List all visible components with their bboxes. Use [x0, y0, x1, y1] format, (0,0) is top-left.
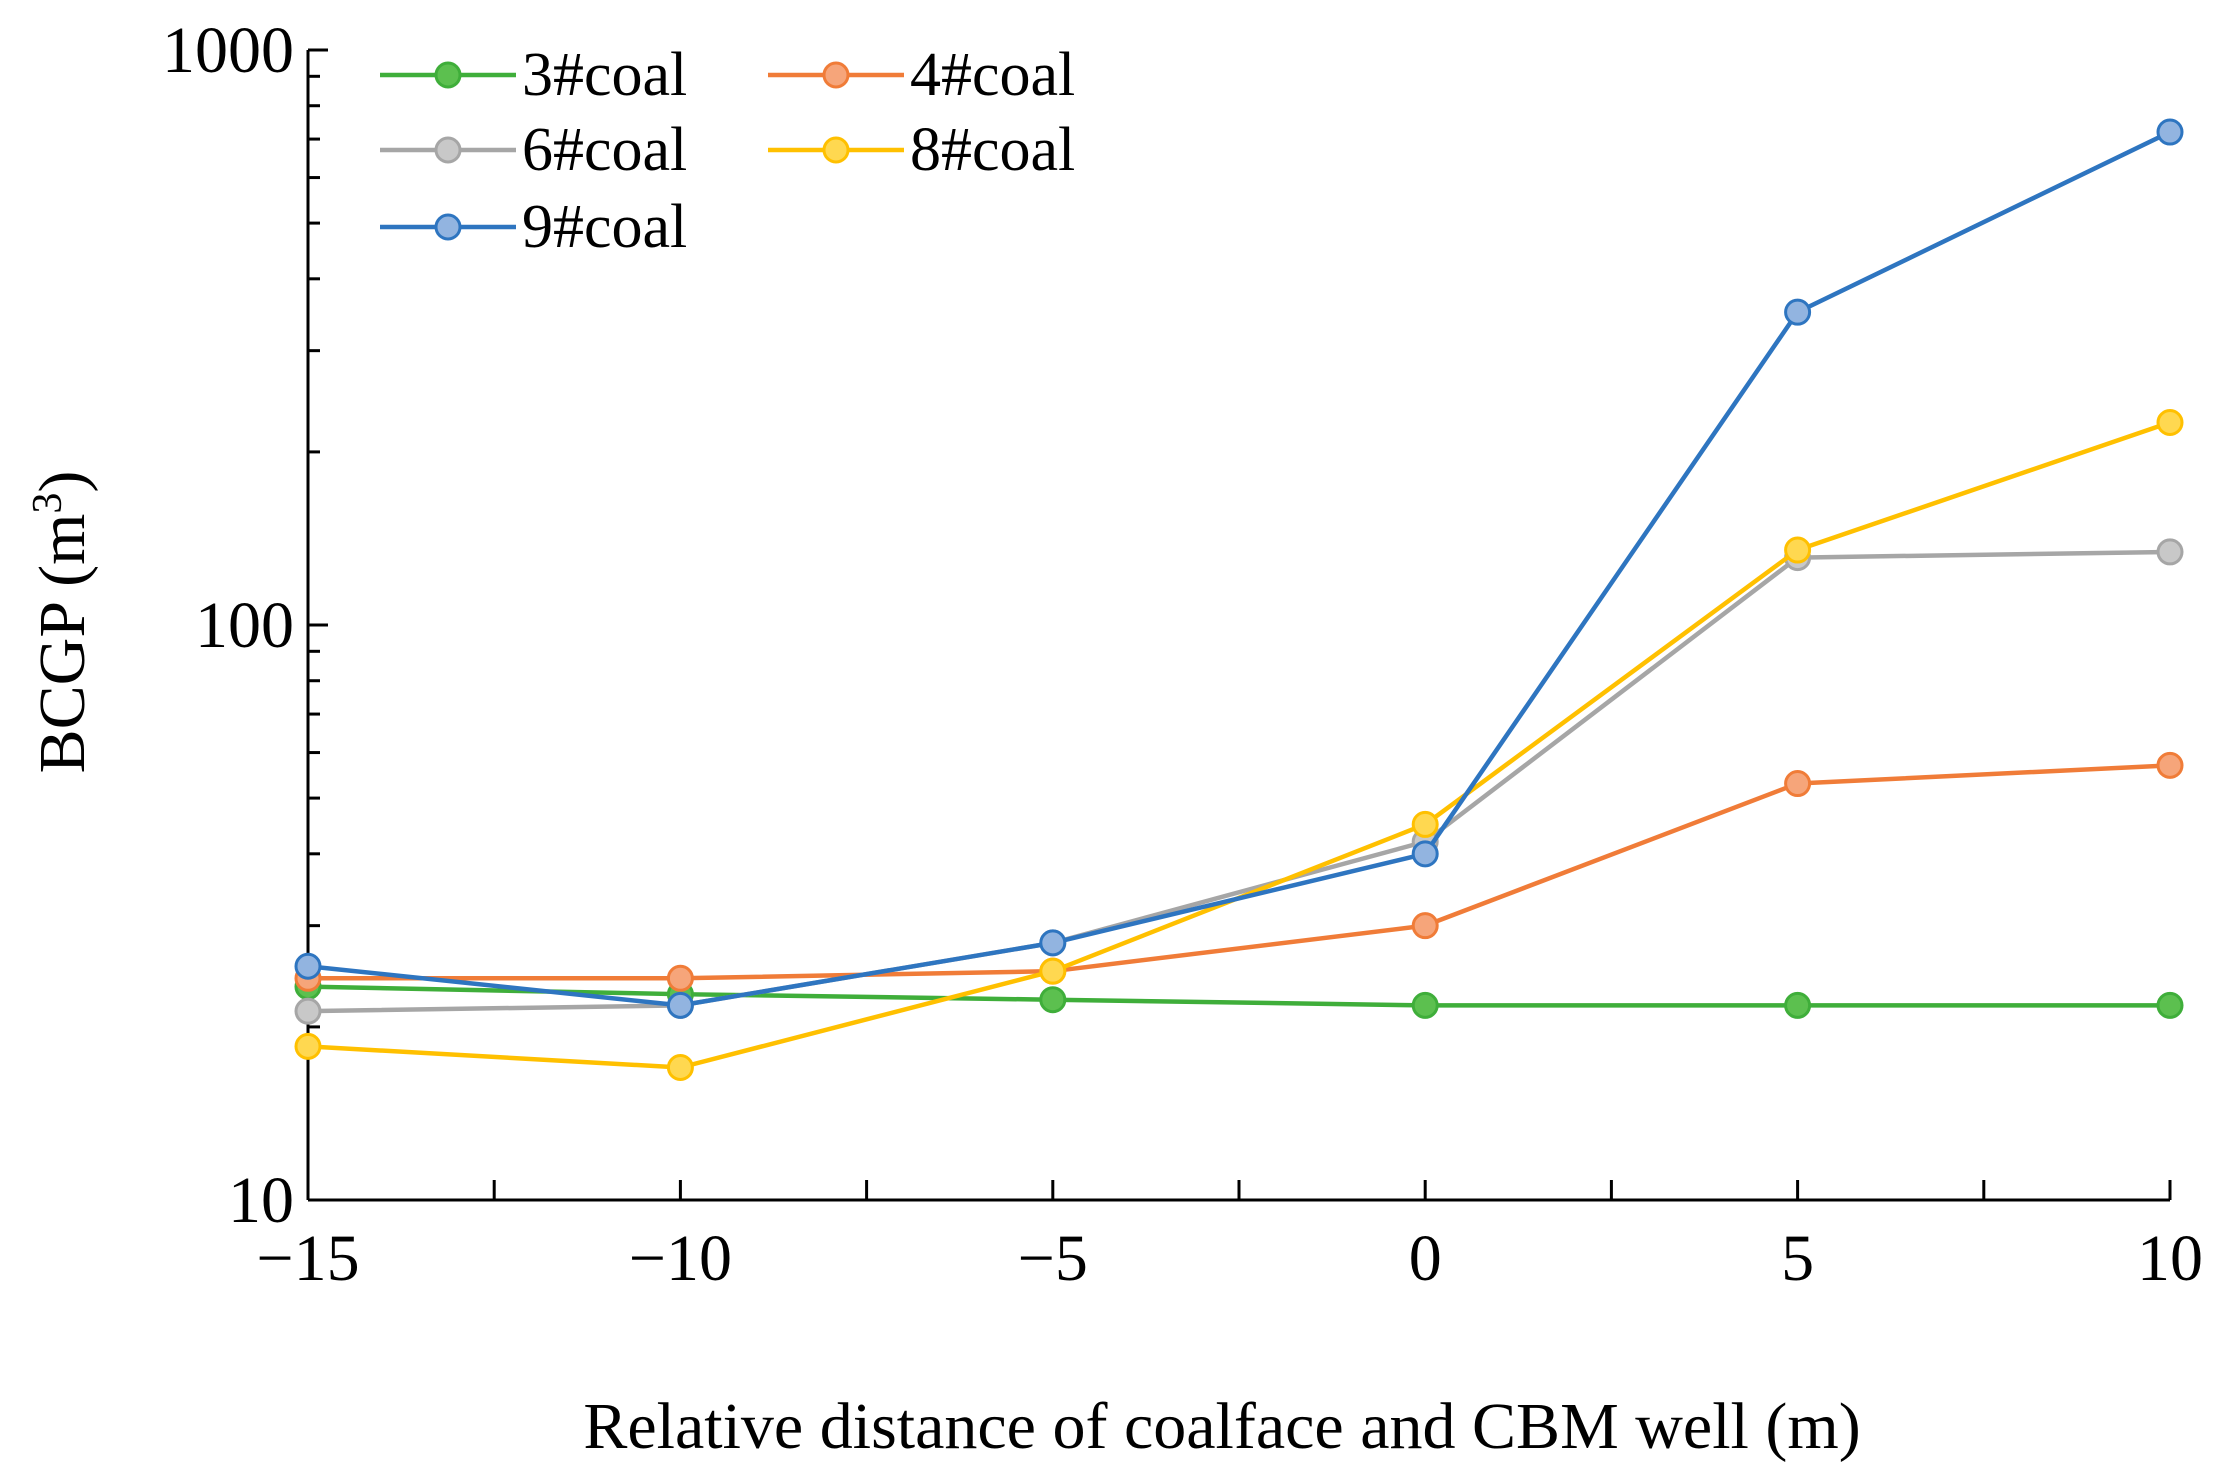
- data-point-6-coal: [2156, 538, 2184, 566]
- series-group: [294, 118, 2184, 1081]
- legend-item-8-coal: 8#coal: [768, 116, 1075, 184]
- legend-marker: [822, 61, 850, 89]
- legend-item-6-coal: 6#coal: [380, 116, 687, 184]
- series-4-coal: [294, 751, 2184, 992]
- data-point-9-coal: [1039, 929, 1067, 957]
- x-tick-label: 5: [1781, 1222, 1814, 1295]
- series-line-6-coal: [307, 549, 2171, 1014]
- data-point-8-coal: [666, 1053, 694, 1081]
- data-point-8-coal: [294, 1032, 322, 1060]
- data-point-9-coal: [1784, 298, 1812, 326]
- legend-label: 8#coal: [910, 116, 1075, 184]
- y-tick-label: 1000: [162, 14, 294, 87]
- data-point-8-coal: [2156, 408, 2184, 436]
- legend-label: 3#coal: [522, 41, 687, 109]
- x-tick-label: −10: [629, 1222, 732, 1295]
- legend-label: 6#coal: [522, 116, 687, 184]
- data-point-9-coal: [294, 952, 322, 980]
- x-axis-title: Relative distance of coalface and CBM we…: [583, 1390, 1860, 1463]
- data-point-4-coal: [2156, 751, 2184, 779]
- x-tick-label: −5: [1018, 1222, 1088, 1295]
- data-point-3-coal: [1411, 991, 1439, 1019]
- y-axis-title-superscript: 3: [25, 493, 71, 514]
- x-tick-label: 0: [1409, 1222, 1442, 1295]
- legend-label: 9#coal: [522, 193, 687, 261]
- series-6-coal: [294, 538, 2184, 1025]
- data-point-8-coal: [1411, 810, 1439, 838]
- x-tick-label: 10: [2137, 1222, 2203, 1295]
- legend-marker: [822, 136, 850, 164]
- legend-label: 4#coal: [910, 41, 1075, 109]
- legend-marker: [434, 61, 462, 89]
- data-point-4-coal: [666, 964, 694, 992]
- data-point-9-coal: [2156, 118, 2184, 146]
- data-point-4-coal: [1411, 912, 1439, 940]
- y-tick-label: 10: [228, 1164, 294, 1237]
- data-point-3-coal: [1784, 991, 1812, 1019]
- axes: 10 100 1000 −15 −10 −5 0 5 10: [162, 14, 2203, 1295]
- series-line-8-coal: [307, 420, 2171, 1070]
- legend-marker: [434, 213, 462, 241]
- legend-marker: [434, 136, 462, 164]
- y-axis-title-main: BCGP (m: [26, 514, 99, 774]
- data-point-3-coal: [1039, 986, 1067, 1014]
- data-point-4-coal: [1784, 770, 1812, 798]
- x-tick-label: −15: [256, 1222, 359, 1295]
- series-line-4-coal: [308, 763, 2171, 981]
- legend-item-9-coal: 9#coal: [380, 193, 687, 261]
- series-line-9-coal: [307, 130, 2171, 1008]
- y-axis-title: BCGP (m3): [25, 471, 99, 774]
- data-point-6-coal: [294, 997, 322, 1025]
- data-point-9-coal: [666, 991, 694, 1019]
- legend-item-4-coal: 4#coal: [768, 41, 1075, 109]
- series-9-coal: [294, 118, 2184, 1019]
- axis-labels: Relative distance of coalface and CBM we…: [25, 471, 1861, 1463]
- data-point-9-coal: [1411, 840, 1439, 868]
- legend-item-3-coal: 3#coal: [380, 41, 687, 109]
- legend: 3#coal 4#coal 6#coal 8#coal 9#coal: [380, 41, 1075, 261]
- data-point-8-coal: [1784, 536, 1812, 564]
- series-line-3-coal: [307, 984, 2170, 1008]
- data-point-8-coal: [1039, 957, 1067, 985]
- y-axis-title-suffix: ): [26, 471, 99, 493]
- data-point-3-coal: [2156, 991, 2184, 1019]
- y-tick-label: 100: [195, 589, 294, 662]
